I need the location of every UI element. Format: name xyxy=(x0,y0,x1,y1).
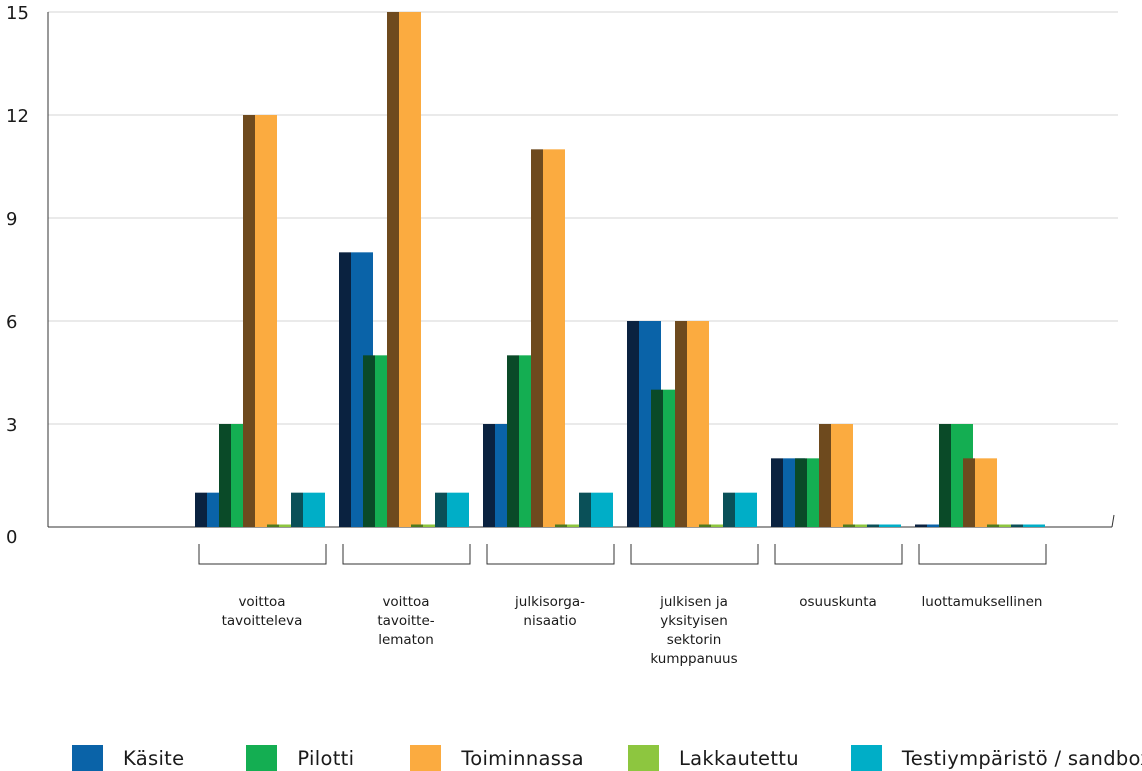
bar-side xyxy=(387,12,399,527)
legend-label-testiymparisto: Testiympäristö / sandbox xyxy=(901,746,1142,770)
bar-side xyxy=(699,524,711,527)
legend-item-lakkautettu: Lakkautettu xyxy=(627,745,799,771)
legend-label-pilotti: Pilotti xyxy=(297,746,355,770)
bar xyxy=(999,524,1021,527)
category-bracket xyxy=(342,544,471,565)
bar-side xyxy=(915,524,927,527)
bar-side xyxy=(579,492,591,527)
category-label: osuuskunta xyxy=(799,594,877,610)
category-bracket xyxy=(630,544,759,565)
legend: Käsite Pilotti Toiminnassa Lakkautettu T… xyxy=(72,745,1142,771)
bar xyxy=(279,524,301,527)
legend-swatch-pilotti xyxy=(246,745,278,771)
bar xyxy=(1023,524,1045,527)
bar-side xyxy=(555,524,567,527)
bar-side xyxy=(291,492,303,527)
category-label: luottamuksellinen xyxy=(922,594,1043,610)
bar xyxy=(303,492,325,527)
bar-side xyxy=(435,492,447,527)
bar-side xyxy=(987,524,999,527)
bar-chart: 0 3 6 9 12 15 voittoa tavoitteleva voittoa tavoit… xyxy=(6,3,1118,667)
bar-side xyxy=(243,115,255,527)
bar-side xyxy=(675,321,687,527)
category-bracket xyxy=(486,544,615,565)
category-bracket xyxy=(198,544,327,565)
legend-item-kasite: Käsite xyxy=(72,745,184,771)
y-tick-label: 6 xyxy=(6,312,17,333)
bar xyxy=(831,424,853,527)
bar-side xyxy=(723,492,735,527)
bar xyxy=(255,115,277,527)
bar-side xyxy=(1011,524,1023,527)
bar xyxy=(447,492,469,527)
legend-swatch-testiymparisto xyxy=(850,745,882,771)
category-label: tavoitteleva xyxy=(222,613,303,629)
legend-label-kasite: Käsite xyxy=(123,746,185,770)
bar-side xyxy=(819,424,831,527)
bar-side xyxy=(795,458,807,527)
bar xyxy=(735,492,757,527)
bar xyxy=(927,524,949,527)
bar-side xyxy=(411,524,423,527)
y-tick-label: 12 xyxy=(6,106,29,127)
bar-side xyxy=(363,355,375,527)
legend-swatch-lakkautettu xyxy=(627,745,659,771)
bar-side xyxy=(939,424,951,527)
category-bracket xyxy=(918,544,1047,565)
bar xyxy=(687,321,709,527)
category-label: lematon xyxy=(378,632,434,648)
bar-side xyxy=(531,149,543,528)
legend-swatch-kasite xyxy=(72,745,103,771)
bar-side xyxy=(867,524,879,527)
x-axis-end xyxy=(1111,514,1115,528)
category-label: voittoa xyxy=(382,594,429,610)
bar-side xyxy=(963,458,975,527)
bar xyxy=(399,12,421,527)
bar xyxy=(543,149,565,528)
category-label: kumppanuus xyxy=(650,651,737,667)
category-label: julkisorga- xyxy=(514,594,585,610)
legend-item-testiymparisto: Testiympäristö / sandbox xyxy=(850,745,1142,771)
bar-side xyxy=(339,252,351,528)
category-label: julkisen ja xyxy=(659,594,728,610)
bar xyxy=(975,458,997,527)
bar xyxy=(711,524,733,527)
legend-item-pilotti: Pilotti xyxy=(246,745,354,771)
bar xyxy=(567,524,589,527)
legend-item-toiminnassa: Toiminnassa xyxy=(410,745,584,771)
bar-side xyxy=(483,424,495,527)
bar xyxy=(855,524,877,527)
bar-side xyxy=(771,458,783,527)
bar-side xyxy=(219,424,231,527)
bar xyxy=(423,524,445,527)
category-label: sektorin xyxy=(667,632,722,648)
category-label: yksityisen xyxy=(660,613,728,629)
category-label: nisaatio xyxy=(523,613,576,629)
category-bracket xyxy=(774,544,903,565)
legend-swatch-toiminnassa xyxy=(410,745,442,771)
bar-side xyxy=(627,321,639,527)
y-tick-label: 0 xyxy=(6,527,17,548)
y-tick-label: 3 xyxy=(6,415,17,436)
bar xyxy=(879,524,901,527)
bar-side xyxy=(267,524,279,527)
category-label: voittoa xyxy=(238,594,285,610)
bar-side xyxy=(507,355,519,527)
bar-side xyxy=(843,524,855,527)
legend-label-lakkautettu: Lakkautettu xyxy=(678,746,799,770)
bar-side xyxy=(651,389,663,527)
y-tick-label: 15 xyxy=(6,3,29,24)
category-label: tavoitte- xyxy=(377,613,434,629)
legend-label-toiminnassa: Toiminnassa xyxy=(461,746,584,770)
y-tick-label: 9 xyxy=(6,209,17,230)
bar xyxy=(591,492,613,527)
bar-side xyxy=(195,492,207,527)
